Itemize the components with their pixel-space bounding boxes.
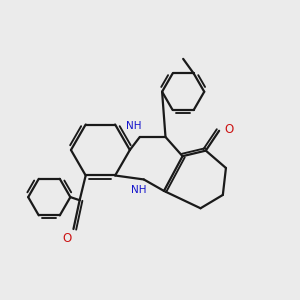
Text: O: O — [225, 123, 234, 136]
Text: NH: NH — [126, 122, 142, 131]
Text: NH: NH — [131, 185, 147, 195]
Text: O: O — [62, 232, 71, 245]
